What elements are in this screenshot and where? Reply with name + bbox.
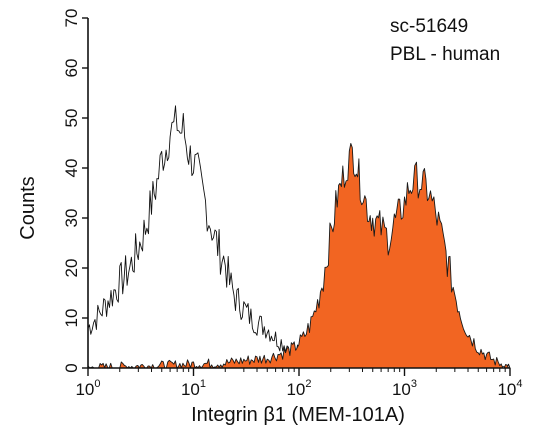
y-tick-label: 50 [62, 109, 81, 128]
y-tick-label: 10 [62, 309, 81, 328]
y-tick-label: 70 [62, 9, 81, 28]
x-axis-label: Integrin β1 (MEM-101A) [191, 404, 405, 426]
series-layer [87, 105, 511, 369]
x-tick-label: 102 [286, 378, 311, 399]
annotation-antibody-id: sc-51649 [390, 16, 468, 37]
y-tick-label: 40 [62, 159, 81, 178]
y-tick-label: 30 [62, 209, 81, 228]
histogram-filled-series [87, 142, 511, 369]
tick-layer: 0 10 20 30 40 50 60 70 100 101 102 103 104 [62, 9, 523, 399]
annotation-sample: PBL - human [390, 44, 500, 65]
x-tick-label: 101 [181, 378, 206, 399]
x-tick-label: 104 [497, 378, 522, 399]
y-tick-label: 0 [62, 363, 81, 372]
y-axis-label: Counts [17, 176, 39, 239]
y-tick-label: 60 [62, 59, 81, 78]
y-tick-label: 20 [62, 259, 81, 278]
x-tick-label: 103 [392, 378, 417, 399]
x-tick-label: 100 [75, 378, 100, 399]
